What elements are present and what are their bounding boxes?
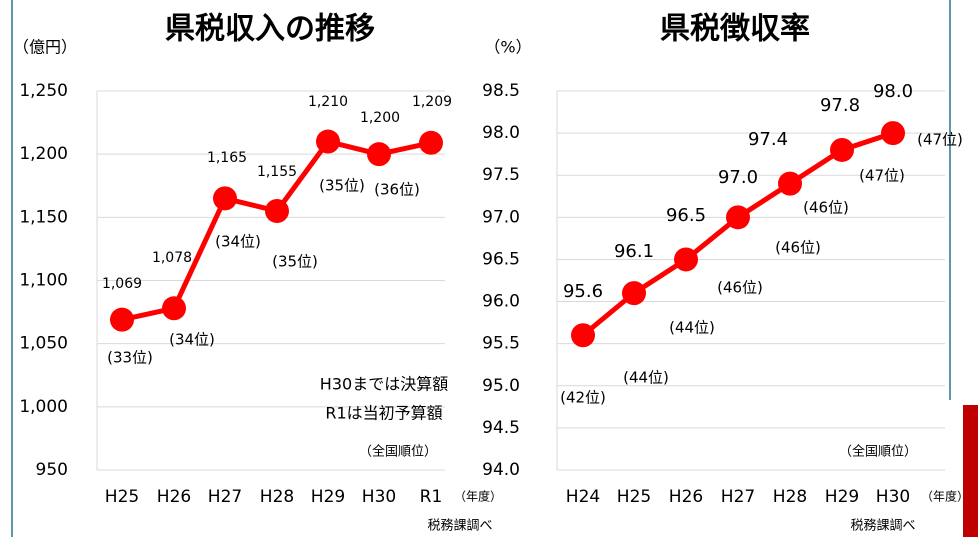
data-label: 1,155 — [257, 164, 297, 180]
y-unit: （%） — [484, 38, 531, 57]
x-tick-label: H24 — [566, 487, 600, 507]
x-tick-label: H28 — [773, 487, 807, 507]
rank-label: (47位) — [859, 167, 905, 185]
x-tick-label: R1 — [420, 487, 443, 507]
y-tick-label: 95.5 — [482, 334, 520, 354]
y-tick-label: 1,050 — [19, 334, 68, 354]
rank-label: (36位) — [374, 181, 420, 199]
rank-label: (46位) — [717, 279, 763, 297]
y-tick-label: 950 — [36, 460, 68, 480]
marker — [419, 130, 443, 155]
x-unit: （年度） — [454, 489, 502, 504]
data-label: 1,165 — [207, 150, 247, 166]
y-tick-label: 95.0 — [482, 376, 520, 396]
rank-label: (46位) — [775, 239, 821, 257]
data-label: 97.8 — [820, 95, 860, 116]
y-tick-label: 96.0 — [482, 292, 520, 312]
x-tick-label: H27 — [721, 487, 755, 507]
x-tick-label: H25 — [617, 487, 651, 507]
data-label: 97.4 — [748, 129, 788, 150]
data-label: 1,069 — [102, 276, 142, 292]
marker — [162, 296, 186, 321]
marker — [265, 199, 289, 224]
marker — [830, 137, 854, 162]
marker — [726, 205, 750, 230]
x-tick-label: H29 — [311, 487, 345, 507]
rank-label: (35位) — [319, 177, 365, 195]
y-tick-label: 1,100 — [19, 271, 68, 291]
data-label: 1,078 — [152, 250, 192, 266]
data-label: 96.1 — [614, 241, 654, 262]
data-label: 98.0 — [873, 81, 913, 102]
chart-title: 県税収入の推移 — [165, 12, 375, 47]
marker — [674, 247, 698, 272]
rank-label: (46位) — [803, 199, 849, 217]
x-tick-label: H28 — [260, 487, 294, 507]
y-tick-label: 1,250 — [19, 81, 68, 101]
x-tick-label: H30 — [876, 487, 910, 507]
rank-label: (42位) — [560, 389, 606, 407]
marker — [778, 171, 802, 196]
y-tick-label: 1,000 — [19, 397, 68, 417]
x-tick-label: H29 — [825, 487, 859, 507]
y-tick-label: 94.5 — [482, 418, 520, 438]
y-tick-label: 96.5 — [482, 249, 520, 269]
data-label: 96.5 — [666, 205, 706, 226]
source: 税務課調べ — [850, 518, 915, 534]
decor-block — [963, 405, 978, 537]
marker — [571, 323, 595, 348]
data-label: 97.0 — [718, 167, 758, 188]
y-tick-label: 1,150 — [19, 207, 68, 227]
y-unit: （億円） — [13, 38, 77, 57]
x-unit: （年度） — [921, 489, 969, 504]
y-tick-label: 97.5 — [482, 165, 520, 185]
source: 税務課調べ — [427, 518, 492, 534]
note: H30までは決算額 — [320, 375, 448, 394]
note: （全国順位） — [359, 444, 437, 460]
marker — [367, 142, 391, 167]
note: R1は当初予算額 — [325, 404, 442, 423]
marker — [316, 129, 340, 154]
y-tick-label: 94.0 — [482, 460, 520, 480]
y-tick-label: 98.5 — [482, 81, 520, 101]
rank-label: (33位) — [107, 349, 153, 367]
marker — [622, 281, 646, 306]
rank-label: (47位) — [917, 131, 963, 149]
chart-title: 県税徴収率 — [660, 12, 810, 47]
x-tick-label: H26 — [157, 487, 191, 507]
data-label: 1,210 — [308, 94, 348, 110]
note: （全国順位） — [839, 444, 917, 460]
data-label: 1,209 — [412, 94, 452, 110]
marker — [213, 186, 237, 211]
data-label: 1,200 — [360, 110, 400, 126]
x-tick-label: H27 — [208, 487, 242, 507]
x-tick-label: H25 — [105, 487, 139, 507]
data-label: 95.6 — [563, 281, 603, 302]
rank-label: (35位) — [272, 253, 318, 271]
rank-label: (44位) — [623, 369, 669, 387]
rank-label: (34位) — [215, 233, 261, 251]
marker — [110, 307, 134, 332]
marker — [881, 121, 905, 146]
y-tick-label: 1,200 — [19, 144, 68, 164]
rank-label: (44位) — [669, 319, 715, 337]
y-tick-label: 97.0 — [482, 207, 520, 227]
rank-label: (34位) — [169, 331, 215, 349]
y-tick-label: 98.0 — [482, 123, 520, 143]
x-tick-label: H30 — [362, 487, 396, 507]
x-tick-label: H26 — [669, 487, 703, 507]
